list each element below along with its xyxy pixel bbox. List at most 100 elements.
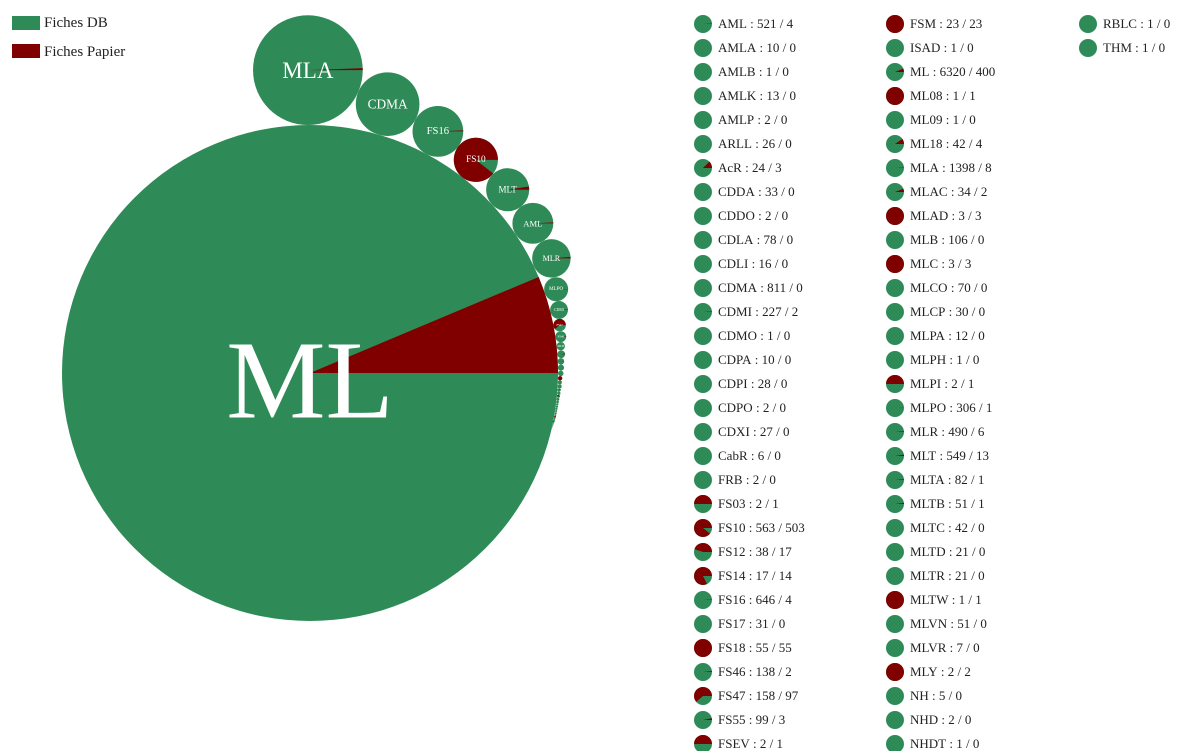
row-name: MLT — [910, 448, 936, 463]
row-paper: 0 — [772, 64, 789, 79]
legend-row: FS141714 — [718, 568, 792, 584]
row-total: 1 — [1137, 16, 1154, 31]
row-total: 34 — [948, 184, 971, 199]
bubble-label: MLB — [557, 344, 564, 348]
row-paper: 0 — [963, 640, 980, 655]
bubble — [552, 427, 553, 428]
row-paper: 1 — [762, 496, 779, 511]
row-name: AML — [718, 16, 747, 31]
legend-icon-paper — [886, 207, 904, 225]
bubble — [558, 380, 562, 384]
row-name: ISAD — [910, 40, 940, 55]
legend-icon — [694, 471, 712, 489]
legend-row: CDMI2272 — [718, 304, 798, 320]
legend-row: CDXI270 — [718, 424, 790, 440]
row-name: MLPH — [910, 352, 946, 367]
legend-row: FS10563503 — [718, 520, 805, 536]
bubble-label: CDMA — [368, 97, 408, 112]
bubble — [557, 398, 560, 401]
row-name: FS46 — [718, 664, 745, 679]
row-total: 1398 — [939, 160, 975, 175]
legend-row: MLC33 — [910, 256, 971, 272]
legend-icon — [886, 687, 904, 705]
legend-icon — [886, 279, 904, 297]
row-name: AMLB — [718, 64, 756, 79]
legend-row: MLTA821 — [910, 472, 984, 488]
row-paper: 0 — [771, 208, 788, 223]
row-total: 1 — [946, 736, 963, 751]
row-paper: 400 — [966, 64, 996, 79]
bubble — [556, 403, 558, 405]
row-paper: 0 — [959, 112, 976, 127]
row-paper: 0 — [957, 40, 974, 55]
legend-icon-paper — [694, 519, 712, 537]
legend-row: MLPO3061 — [910, 400, 992, 416]
row-paper: 1 — [976, 400, 993, 415]
row-paper: 0 — [786, 280, 803, 295]
row-total: 2 — [745, 496, 762, 511]
row-total: 1 — [1132, 40, 1149, 55]
legend-icon — [694, 615, 712, 633]
bubble — [555, 410, 557, 412]
row-total: 2 — [938, 664, 955, 679]
row-paper: 14 — [769, 568, 792, 583]
legend-icon — [694, 87, 712, 105]
row-total: 1 — [943, 88, 960, 103]
legend-row: MLPA120 — [910, 328, 985, 344]
row-total: 2 — [755, 208, 772, 223]
legend-row: ARLL260 — [718, 136, 792, 152]
legend-icon — [886, 327, 904, 345]
row-name: MLTB — [910, 496, 945, 511]
bubble — [553, 422, 554, 423]
bubble — [554, 418, 556, 420]
row-name: AcR — [718, 160, 742, 175]
row-name: ML09 — [910, 112, 943, 127]
legend-row: AMLK130 — [718, 88, 796, 104]
row-paper: 3 — [769, 712, 786, 727]
row-paper: 0 — [968, 232, 985, 247]
row-total: 138 — [745, 664, 775, 679]
bubble-paper — [558, 376, 562, 380]
row-name: THM — [1103, 40, 1132, 55]
bubble-label: ML — [226, 320, 393, 443]
row-paper: 4 — [777, 16, 794, 31]
row-name: FS17 — [718, 616, 745, 631]
legend-row: FS123817 — [718, 544, 792, 560]
row-paper: 0 — [945, 688, 962, 703]
row-name: MLTW — [910, 592, 949, 607]
row-name: MLTD — [910, 544, 946, 559]
row-paper: 0 — [769, 400, 786, 415]
row-name: MLCO — [910, 280, 948, 295]
row-name: MLC — [910, 256, 938, 271]
legend-icon-paper — [886, 591, 904, 609]
row-total: 2 — [938, 712, 955, 727]
legend-row: FS4715897 — [718, 688, 798, 704]
legend-row: CDMA8110 — [718, 280, 803, 296]
legend-icon-paper — [694, 639, 712, 657]
row-paper: 0 — [968, 568, 985, 583]
row-name: MLVR — [910, 640, 946, 655]
row-name: MLCP — [910, 304, 945, 319]
legend-icon — [694, 111, 712, 129]
row-total: 2 — [753, 400, 770, 415]
legend-row: MLTW11 — [910, 592, 982, 608]
bubble — [557, 392, 560, 395]
row-paper: 0 — [963, 352, 980, 367]
row-paper: 4 — [775, 592, 792, 607]
row-name: MLTC — [910, 520, 945, 535]
row-total: 2 — [754, 112, 771, 127]
bubble-label: AML — [523, 218, 542, 228]
legend-icon-paper — [886, 375, 904, 384]
legend-row: AcR243 — [718, 160, 782, 176]
bubble-label: MLR — [543, 254, 561, 263]
row-paper: 0 — [969, 304, 986, 319]
legend-row: MLAD33 — [910, 208, 982, 224]
legend-swatch — [12, 16, 40, 30]
row-name: NH — [910, 688, 929, 703]
legend-icon — [886, 639, 904, 657]
legend-icon — [886, 519, 904, 537]
row-total: 70 — [948, 280, 971, 295]
row-name: MLAC — [910, 184, 948, 199]
legend-row: CDMO10 — [718, 328, 790, 344]
